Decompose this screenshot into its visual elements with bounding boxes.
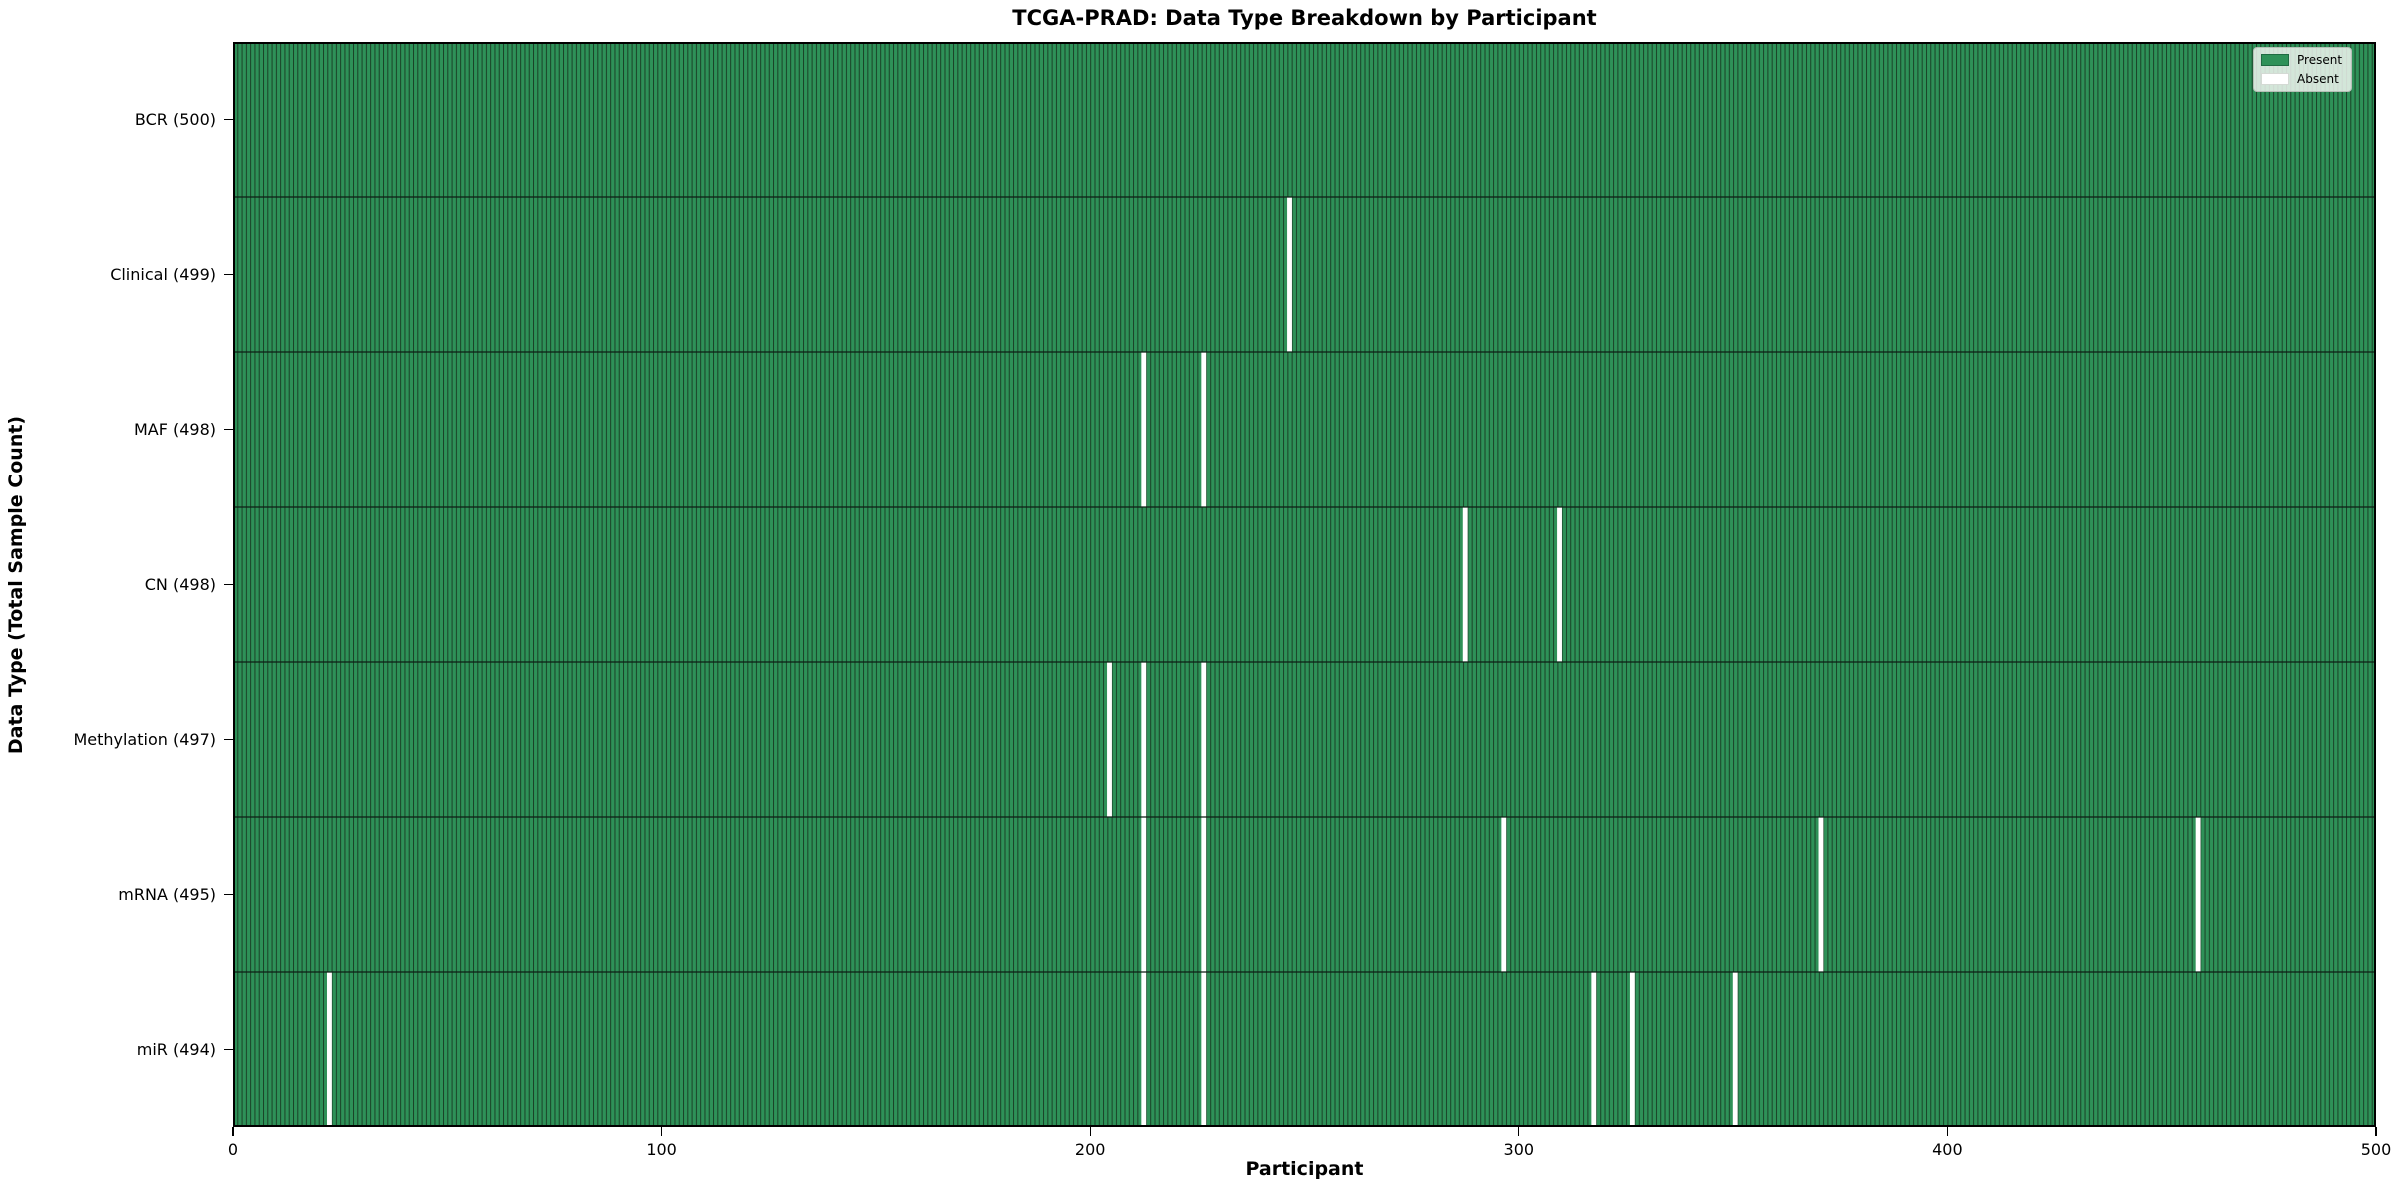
- legend: Present Absent: [2253, 47, 2353, 92]
- x-tick-mark: [1518, 1127, 1520, 1136]
- x-tick-label: 200: [1074, 1140, 1106, 1159]
- legend-label-absent: Absent: [2297, 72, 2339, 86]
- y-tick-label: miR (494): [136, 1039, 216, 1059]
- legend-item-absent: Absent: [2261, 72, 2342, 86]
- y-tick-mark: [224, 273, 233, 276]
- x-tick-label: 100: [646, 1140, 677, 1159]
- heatmap-svg: [233, 42, 2376, 1127]
- y-tick-label: Methylation (497): [73, 729, 216, 749]
- present-swatch-icon: [2261, 54, 2289, 66]
- absent-gap: [1818, 817, 1824, 972]
- legend-item-present: Present: [2261, 53, 2342, 67]
- absent-gap: [1201, 972, 1207, 1127]
- absent-gap: [1141, 662, 1147, 817]
- row-bcr: [233, 42, 2376, 197]
- x-axis-label: Participant: [1245, 1158, 1364, 1180]
- y-tick-mark: [224, 893, 233, 896]
- absent-gap: [1557, 507, 1562, 662]
- absent-gap: [1141, 817, 1147, 972]
- absent-gap: [1591, 972, 1597, 1127]
- absent-gap: [1629, 972, 1635, 1127]
- x-tick-label: 400: [1932, 1140, 1963, 1159]
- legend-label-present: Present: [2297, 53, 2343, 67]
- y-tick-label: BCR (500): [134, 109, 216, 129]
- y-tick-label: Clinical (499): [110, 264, 216, 284]
- absent-gap: [1501, 817, 1507, 972]
- row-cn: [233, 507, 2376, 662]
- y-tick-mark: [224, 583, 233, 586]
- absent-gap: [1201, 352, 1207, 507]
- y-tick-mark: [224, 428, 233, 431]
- row-mir: [233, 972, 2376, 1127]
- absent-gap: [1107, 662, 1112, 817]
- y-tick-mark: [224, 1048, 233, 1051]
- absent-swatch-icon: [2261, 73, 2289, 85]
- x-tick-label: 500: [2360, 1140, 2392, 1159]
- row-maf: [233, 352, 2376, 507]
- x-tick-mark: [232, 1127, 234, 1136]
- y-tick-mark: [224, 738, 233, 741]
- y-axis-label: Data Type (Total Sample Count): [5, 415, 27, 755]
- y-tick-label: mRNA (495): [118, 884, 216, 904]
- x-tick-label: 0: [227, 1140, 239, 1159]
- absent-gap: [2195, 817, 2201, 972]
- x-tick-mark: [2375, 1127, 2377, 1136]
- y-tick-label: MAF (498): [133, 419, 216, 439]
- absent-gap: [1201, 662, 1207, 817]
- y-tick-label: CN (498): [144, 574, 216, 594]
- row-clinical: [233, 197, 2376, 352]
- row-methylation: [233, 662, 2376, 817]
- y-tick-mark: [224, 118, 233, 121]
- x-tick-label: 300: [1503, 1140, 1535, 1159]
- absent-gap: [1141, 972, 1147, 1127]
- row-mrna: [233, 817, 2376, 972]
- absent-gap: [1201, 817, 1207, 972]
- absent-gap: [1462, 507, 1468, 662]
- absent-gap: [326, 972, 332, 1127]
- chart-area: [233, 42, 2376, 1127]
- x-tick-mark: [660, 1127, 663, 1136]
- chart-title: TCGA-PRAD: Data Type Breakdown by Partic…: [1012, 6, 1597, 30]
- absent-gap: [1287, 197, 1292, 352]
- plot-border: [233, 42, 2376, 1127]
- absent-gap: [1141, 352, 1147, 507]
- x-tick-mark: [1089, 1127, 1091, 1136]
- x-tick-mark: [1946, 1127, 1949, 1136]
- absent-gap: [1732, 972, 1738, 1127]
